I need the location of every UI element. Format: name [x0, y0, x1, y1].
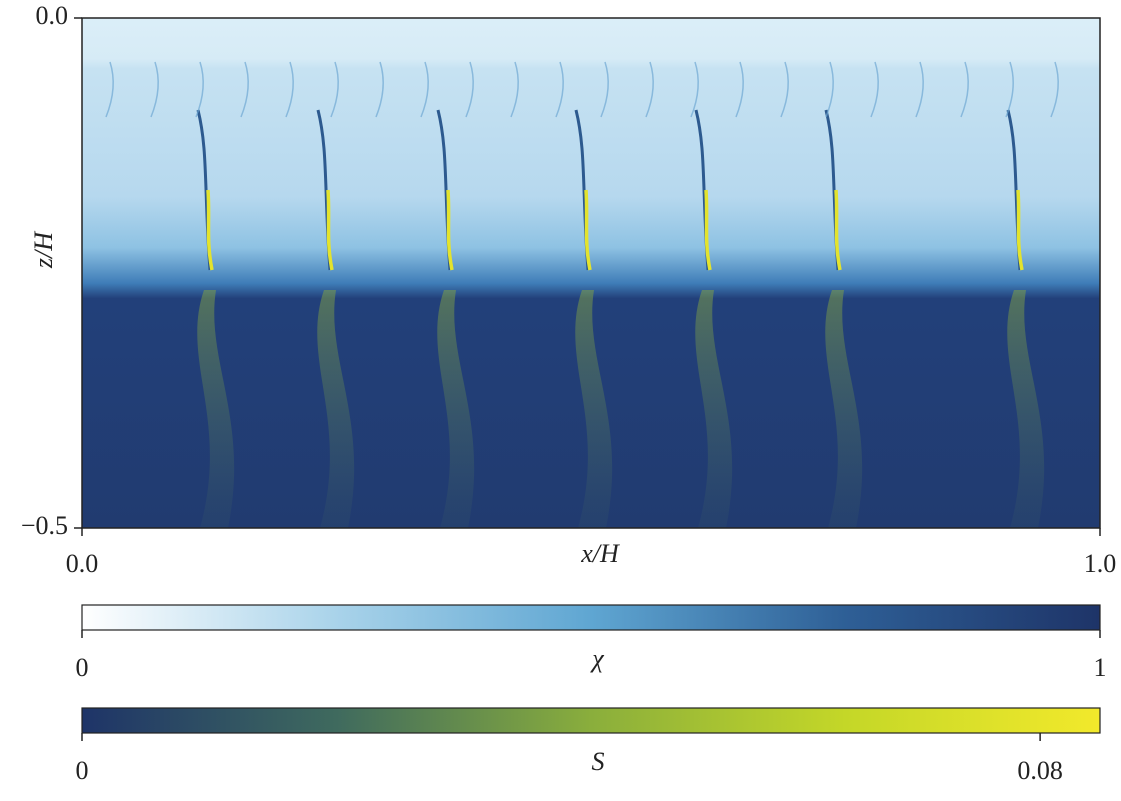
colorbar-label: S — [592, 747, 605, 776]
filament — [834, 189, 842, 271]
streak — [915, 61, 924, 118]
field — [82, 18, 1100, 528]
plot-frame — [81, 17, 1101, 529]
plume — [1007, 290, 1045, 528]
filament — [584, 189, 592, 271]
streak — [285, 61, 294, 118]
filament — [704, 189, 712, 271]
plume — [437, 290, 475, 528]
streak — [510, 61, 519, 118]
colorbar — [81, 604, 1101, 631]
plume — [695, 290, 733, 528]
y-tick-label: −0.5 — [21, 511, 68, 540]
colorbar-tick-label: 0 — [76, 756, 89, 785]
streak — [330, 61, 339, 118]
streak — [555, 61, 564, 118]
streak — [825, 61, 834, 118]
filament — [1016, 189, 1024, 271]
streak — [1005, 61, 1014, 118]
x-tick-label: 0.0 — [66, 549, 99, 578]
colorbar-label: χ — [589, 644, 604, 673]
streak — [195, 61, 204, 118]
streak — [870, 61, 879, 118]
streak — [645, 61, 654, 118]
streak — [735, 61, 744, 118]
streak — [600, 61, 609, 118]
streak — [960, 61, 969, 118]
streak — [465, 61, 474, 118]
streak — [150, 61, 159, 118]
streak — [240, 61, 249, 118]
colorbar-tick-label: 0.08 — [1017, 756, 1063, 785]
y-axis-label: z/H — [29, 231, 58, 269]
filament — [206, 189, 214, 271]
colorbar-tick-label: 1 — [1094, 653, 1107, 682]
x-tick-label: 1.0 — [1084, 549, 1117, 578]
colorbar — [81, 707, 1101, 734]
streak — [375, 61, 384, 118]
filament — [446, 189, 454, 271]
plume — [197, 290, 235, 528]
streak — [780, 61, 789, 118]
plume — [317, 290, 355, 528]
plume — [575, 290, 613, 528]
streak — [105, 61, 114, 118]
filament — [326, 189, 334, 271]
streak — [420, 61, 429, 118]
x-axis-label: x/H — [580, 539, 620, 568]
streak — [690, 61, 699, 118]
y-tick-label: 0.0 — [36, 1, 69, 30]
colorbar-tick-label: 0 — [76, 653, 89, 682]
streak — [1050, 61, 1059, 118]
plume — [825, 290, 863, 528]
